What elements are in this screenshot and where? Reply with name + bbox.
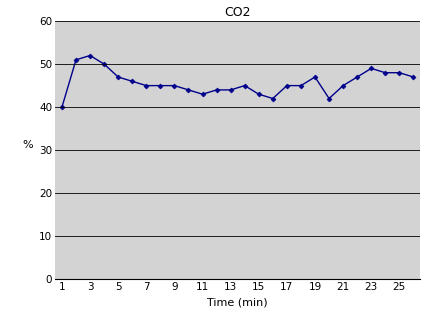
Y-axis label: %: % [23, 140, 33, 150]
X-axis label: Time (min): Time (min) [207, 297, 268, 307]
Title: CO2: CO2 [225, 6, 251, 18]
